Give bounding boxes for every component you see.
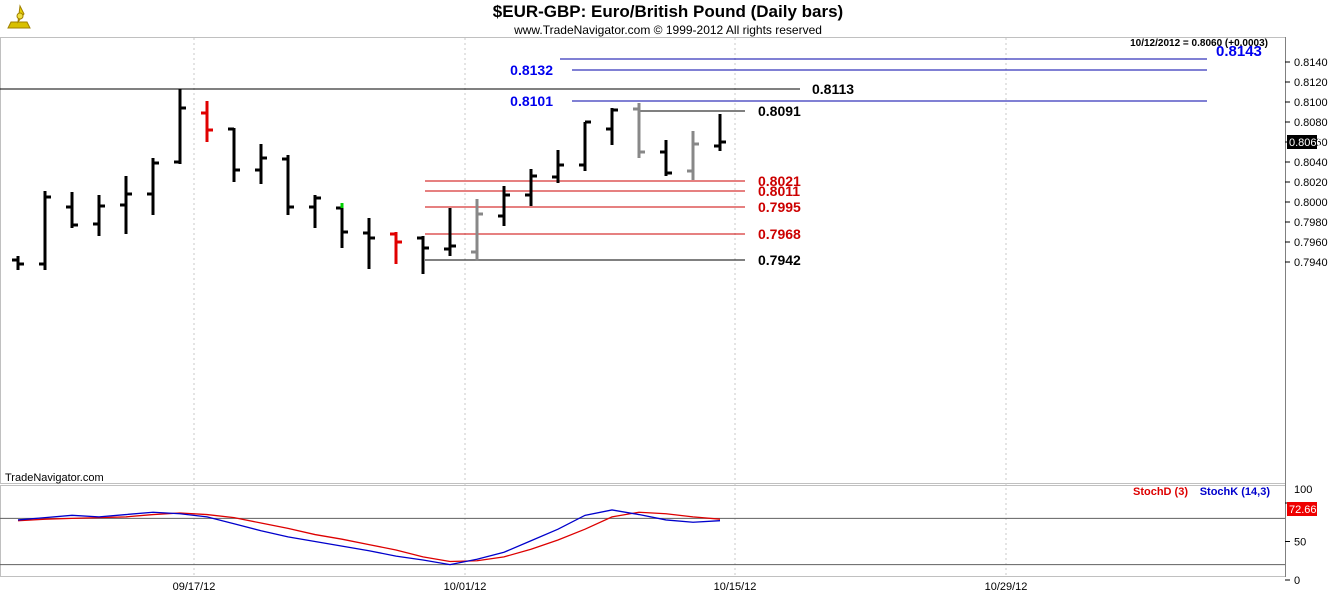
legend-stochk: StochK (14,3) (1200, 486, 1271, 498)
stoch-value-badge: 72.66 (1287, 502, 1317, 516)
level-label: 0.8011 (758, 183, 800, 199)
stoch-tick-label: 100 (1294, 484, 1312, 496)
x-tick-label: 10/01/12 (444, 581, 487, 593)
last-price-info: 10/12/2012 = 0.8060 (+0.0003) (1130, 38, 1268, 49)
chart-subtitle: www.TradeNavigator.com © 1999-2012 All r… (513, 23, 822, 37)
stoch-series-line (17, 509, 721, 566)
y-tick-label: 0.7940 (1294, 257, 1328, 269)
x-tick-label: 10/15/12 (714, 581, 757, 593)
y-tick-label: 0.8020 (1294, 177, 1328, 189)
x-axis: 09/17/12 10/01/12 10/15/12 10/29/12 (173, 581, 1028, 593)
last-price-badge-box (1287, 135, 1317, 149)
stoch-value-badge-box (1287, 502, 1317, 516)
level-label: 0.7942 (758, 252, 801, 268)
y-tick-label: 0.8040 (1294, 157, 1328, 169)
x-tick-label: 09/17/12 (173, 581, 216, 593)
ohlc-bars (12, 89, 726, 274)
y-tick-label: 0.8120 (1294, 77, 1328, 89)
stoch-series-line (17, 511, 721, 563)
chart-title: $EUR-GBP: Euro/British Pound (Daily bars… (493, 2, 843, 21)
level-label: 0.8021 (758, 173, 801, 189)
logo-icon (7, 4, 31, 29)
stoch-lines (17, 509, 721, 566)
level-label: 0.8113 (812, 81, 854, 97)
level-label: 0.8143 (1216, 43, 1262, 60)
level-label: 0.8091 (758, 103, 801, 119)
y-tick-label: 0.7980 (1294, 217, 1328, 229)
x-tick-label: 10/29/12 (985, 581, 1028, 593)
price-y-axis: 0.8140 0.8120 0.8100 0.8080 0.8060 0.8040 0.80… (1285, 57, 1328, 269)
stoch-y-axis: 100 50 0 (1285, 484, 1312, 587)
level-label: 0.8101 (510, 93, 553, 109)
y-tick-label: 0.7960 (1294, 237, 1328, 249)
legend-stochd: StochD (3) (1133, 486, 1188, 498)
last-price-badge-value: 0.8060 (1289, 137, 1323, 149)
level-label: 0.7995 (758, 199, 801, 215)
level-label: 0.7968 (758, 226, 801, 242)
y-tick-label: 0.8140 (1294, 57, 1328, 69)
watermark: TradeNavigator.com (5, 472, 104, 484)
stoch-value-badge-value: 72.66 (1289, 504, 1317, 516)
y-tick-label: 0.8100 (1294, 97, 1328, 109)
level-label: 0.8132 (510, 62, 553, 78)
y-tick-label: 0.8000 (1294, 197, 1328, 209)
stoch-tick-label: 0 (1294, 575, 1300, 587)
stoch-tick-label: 50 (1294, 537, 1306, 549)
last-price-badge: 0.8060 (1287, 135, 1323, 149)
y-tick-label: 0.8080 (1294, 117, 1328, 129)
